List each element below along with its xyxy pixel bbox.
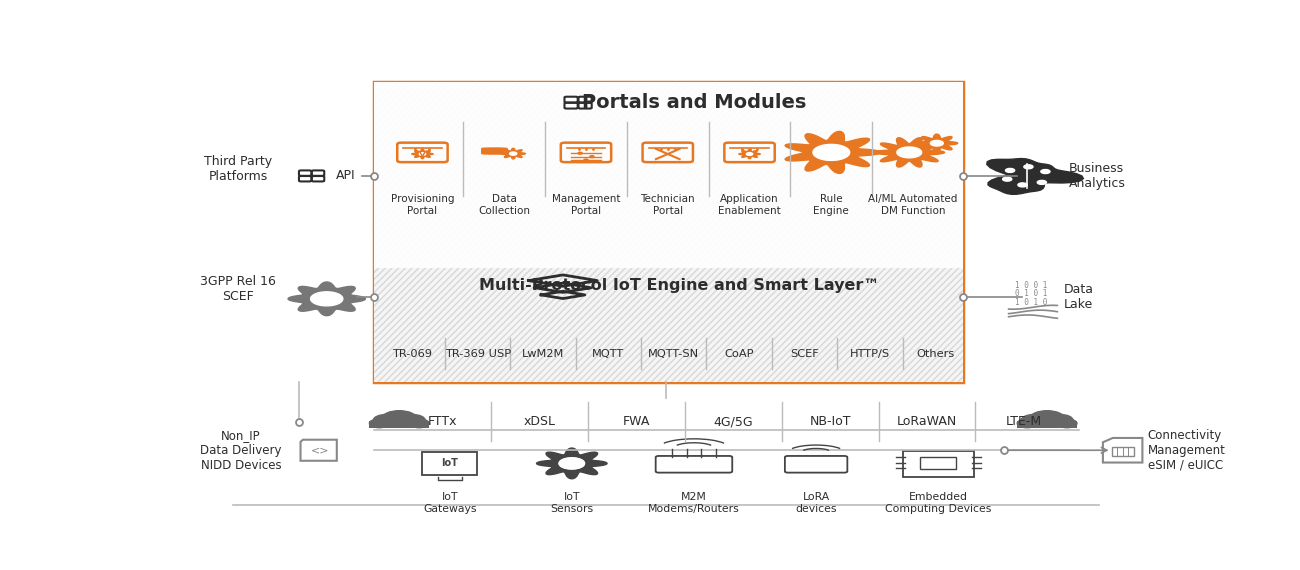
Polygon shape — [500, 148, 525, 159]
Text: Data
Lake: Data Lake — [1065, 283, 1095, 311]
Circle shape — [1045, 414, 1072, 426]
Polygon shape — [916, 134, 958, 152]
Polygon shape — [420, 153, 425, 156]
Text: CoAP: CoAP — [724, 349, 754, 359]
Text: Non_IP
Data Delivery
NIDD Devices: Non_IP Data Delivery NIDD Devices — [200, 429, 282, 472]
Text: IoT
Gateways: IoT Gateways — [422, 492, 476, 514]
Text: <>: <> — [311, 445, 329, 455]
Text: HTTP/S: HTTP/S — [850, 349, 891, 359]
Polygon shape — [289, 282, 365, 316]
FancyBboxPatch shape — [374, 82, 963, 268]
FancyBboxPatch shape — [374, 82, 963, 382]
FancyBboxPatch shape — [1017, 421, 1076, 428]
Text: IoT
Sensors: IoT Sensors — [550, 492, 593, 514]
Text: xDSL: xDSL — [524, 415, 555, 428]
Circle shape — [584, 159, 588, 161]
Text: Business
Analytics: Business Analytics — [1069, 162, 1126, 190]
Polygon shape — [931, 140, 944, 146]
Text: 1 0 0 1: 1 0 0 1 — [1014, 280, 1046, 290]
Text: TR-069: TR-069 — [393, 349, 433, 359]
Circle shape — [578, 152, 582, 154]
Text: IoT: IoT — [441, 458, 458, 469]
Text: 3GPP Rel 16
SCEF: 3GPP Rel 16 SCEF — [200, 275, 276, 303]
Polygon shape — [537, 448, 607, 479]
Text: M2M
Modems/Routers: M2M Modems/Routers — [649, 492, 740, 514]
Text: SCEF: SCEF — [790, 349, 819, 359]
Text: FTTx: FTTx — [428, 415, 458, 428]
Text: Application
Enablement: Application Enablement — [718, 194, 781, 215]
Circle shape — [1020, 414, 1049, 426]
Circle shape — [1018, 183, 1027, 187]
Text: Portals and Modules: Portals and Modules — [582, 93, 806, 112]
Circle shape — [410, 419, 429, 428]
Polygon shape — [987, 158, 1083, 194]
Text: 4G/5G: 4G/5G — [714, 415, 753, 428]
Text: Connectivity
Management
eSIM / eUICC: Connectivity Management eSIM / eUICC — [1148, 429, 1226, 472]
Polygon shape — [746, 153, 753, 156]
Polygon shape — [897, 147, 922, 158]
Circle shape — [1017, 419, 1037, 428]
Text: LTE-M: LTE-M — [1006, 415, 1043, 428]
Circle shape — [590, 156, 594, 157]
Text: 1 0 1 0: 1 0 1 0 — [1014, 298, 1046, 307]
Polygon shape — [412, 149, 433, 158]
Text: Rule
Engine: Rule Engine — [814, 194, 849, 215]
Text: Data
Collection: Data Collection — [478, 194, 530, 215]
Text: Technician
Portal: Technician Portal — [641, 194, 696, 215]
Polygon shape — [510, 152, 517, 155]
Text: NB-IoT: NB-IoT — [810, 415, 852, 428]
Text: API: API — [335, 169, 355, 182]
FancyBboxPatch shape — [369, 421, 429, 428]
Circle shape — [398, 414, 425, 426]
Circle shape — [382, 411, 416, 425]
Text: Multi-Protocol IoT Engine and Smart Layer™: Multi-Protocol IoT Engine and Smart Laye… — [478, 278, 879, 293]
Circle shape — [1057, 419, 1076, 428]
Text: Third Party
Platforms: Third Party Platforms — [204, 156, 272, 184]
Text: LwM2M: LwM2M — [521, 349, 564, 359]
Circle shape — [1005, 169, 1015, 173]
Circle shape — [1041, 169, 1050, 173]
FancyBboxPatch shape — [374, 82, 963, 382]
Polygon shape — [874, 138, 945, 167]
Polygon shape — [559, 458, 585, 469]
Text: LoRaWAN: LoRaWAN — [897, 415, 957, 428]
Text: TR-369 USP: TR-369 USP — [445, 349, 511, 359]
Text: 0 1 0 1: 0 1 0 1 — [1014, 289, 1046, 298]
Circle shape — [1002, 177, 1011, 181]
Polygon shape — [559, 458, 585, 469]
Polygon shape — [738, 149, 760, 158]
Text: Embedded
Computing Devices: Embedded Computing Devices — [885, 492, 992, 514]
Polygon shape — [812, 144, 850, 160]
Text: MQTT-SN: MQTT-SN — [649, 349, 699, 359]
Polygon shape — [311, 292, 343, 306]
Polygon shape — [785, 132, 880, 173]
Circle shape — [1030, 411, 1063, 425]
Text: Provisioning
Portal: Provisioning Portal — [391, 194, 454, 215]
Circle shape — [369, 419, 389, 428]
Circle shape — [1024, 165, 1034, 169]
Text: FWA: FWA — [623, 415, 650, 428]
Circle shape — [373, 414, 400, 426]
Text: MQTT: MQTT — [593, 349, 624, 359]
Text: Management
Portal: Management Portal — [551, 194, 620, 215]
Text: Others: Others — [916, 349, 954, 359]
Text: AI/ML Automated
DM Function: AI/ML Automated DM Function — [868, 194, 958, 215]
Circle shape — [1037, 180, 1046, 185]
Text: LoRA
devices: LoRA devices — [796, 492, 837, 514]
